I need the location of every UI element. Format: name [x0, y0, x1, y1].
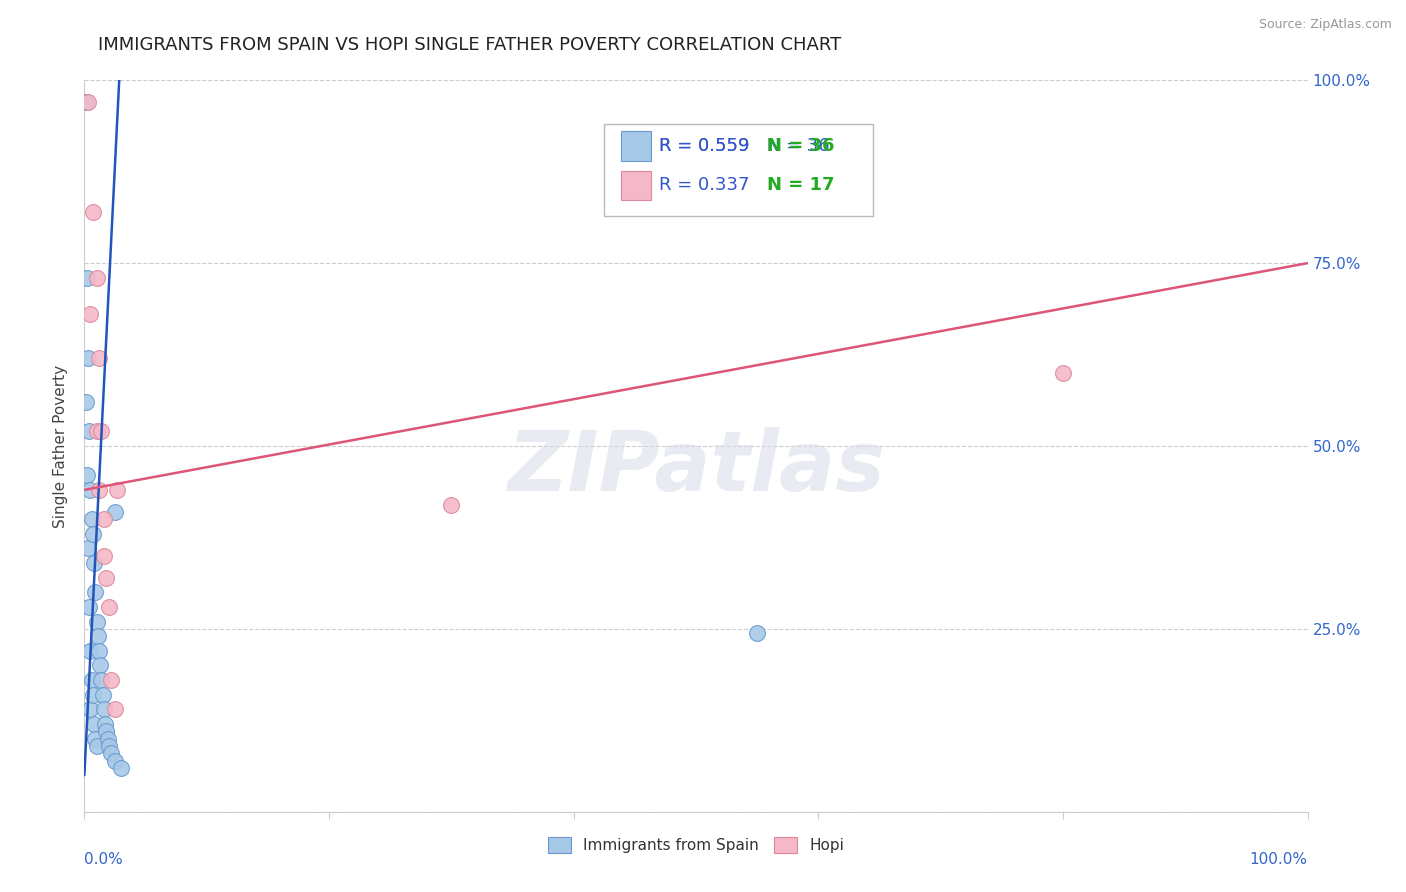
Point — [90, 425, 112, 439]
Point — [104, 754, 127, 768]
Text: IMMIGRANTS FROM SPAIN VS HOPI SINGLE FATHER POVERTY CORRELATION CHART: IMMIGRANTS FROM SPAIN VS HOPI SINGLE FAT… — [98, 36, 842, 54]
Point — [96, 724, 118, 739]
Text: R = 0.337: R = 0.337 — [659, 177, 749, 194]
Text: R = 0.559   N = 36: R = 0.559 N = 36 — [659, 136, 830, 155]
Point — [75, 395, 97, 409]
Point — [82, 205, 104, 219]
Text: Source: ZipAtlas.com: Source: ZipAtlas.com — [1258, 18, 1392, 31]
Point — [83, 717, 105, 731]
Point — [104, 505, 127, 519]
Text: 100.0%: 100.0% — [1250, 852, 1308, 867]
Point — [93, 512, 115, 526]
Point — [77, 541, 100, 556]
Point — [93, 702, 115, 716]
FancyBboxPatch shape — [621, 170, 651, 200]
FancyBboxPatch shape — [605, 124, 873, 216]
Point — [100, 746, 122, 760]
Point — [79, 644, 101, 658]
Point — [79, 307, 101, 321]
Point — [105, 483, 128, 497]
Point — [82, 688, 104, 702]
Point — [97, 739, 120, 753]
Text: N = 36: N = 36 — [766, 136, 834, 155]
Point — [100, 673, 122, 687]
Point — [89, 658, 111, 673]
Point — [93, 549, 115, 563]
Point — [91, 688, 114, 702]
Point — [1052, 366, 1074, 380]
Point — [83, 556, 105, 570]
Point — [80, 673, 103, 687]
Point — [77, 95, 100, 110]
Point — [75, 95, 97, 110]
Point — [86, 615, 108, 629]
Point — [79, 702, 101, 716]
Point — [87, 351, 110, 366]
Point — [77, 599, 100, 614]
Point — [76, 270, 98, 285]
FancyBboxPatch shape — [621, 131, 651, 161]
Point — [87, 483, 110, 497]
Point — [77, 425, 100, 439]
Point — [76, 468, 98, 483]
Point — [87, 644, 110, 658]
Point — [94, 717, 117, 731]
Point — [96, 571, 118, 585]
Point — [87, 629, 110, 643]
Point — [97, 731, 120, 746]
Point — [97, 599, 120, 614]
Point — [84, 585, 107, 599]
Point — [80, 512, 103, 526]
Text: N = 17: N = 17 — [766, 177, 834, 194]
Point — [110, 761, 132, 775]
Point — [86, 270, 108, 285]
Point — [84, 731, 107, 746]
Y-axis label: Single Father Poverty: Single Father Poverty — [53, 365, 69, 527]
Text: R = 0.559: R = 0.559 — [659, 136, 749, 155]
Point — [104, 702, 127, 716]
Legend: Immigrants from Spain, Hopi: Immigrants from Spain, Hopi — [541, 830, 851, 859]
Point — [79, 483, 101, 497]
Point — [82, 526, 104, 541]
Point — [86, 739, 108, 753]
Point — [440, 498, 463, 512]
Point — [86, 425, 108, 439]
Text: ZIPatlas: ZIPatlas — [508, 427, 884, 508]
Point — [90, 673, 112, 687]
Text: 0.0%: 0.0% — [84, 852, 124, 867]
Point — [747, 625, 769, 640]
Point — [77, 351, 100, 366]
